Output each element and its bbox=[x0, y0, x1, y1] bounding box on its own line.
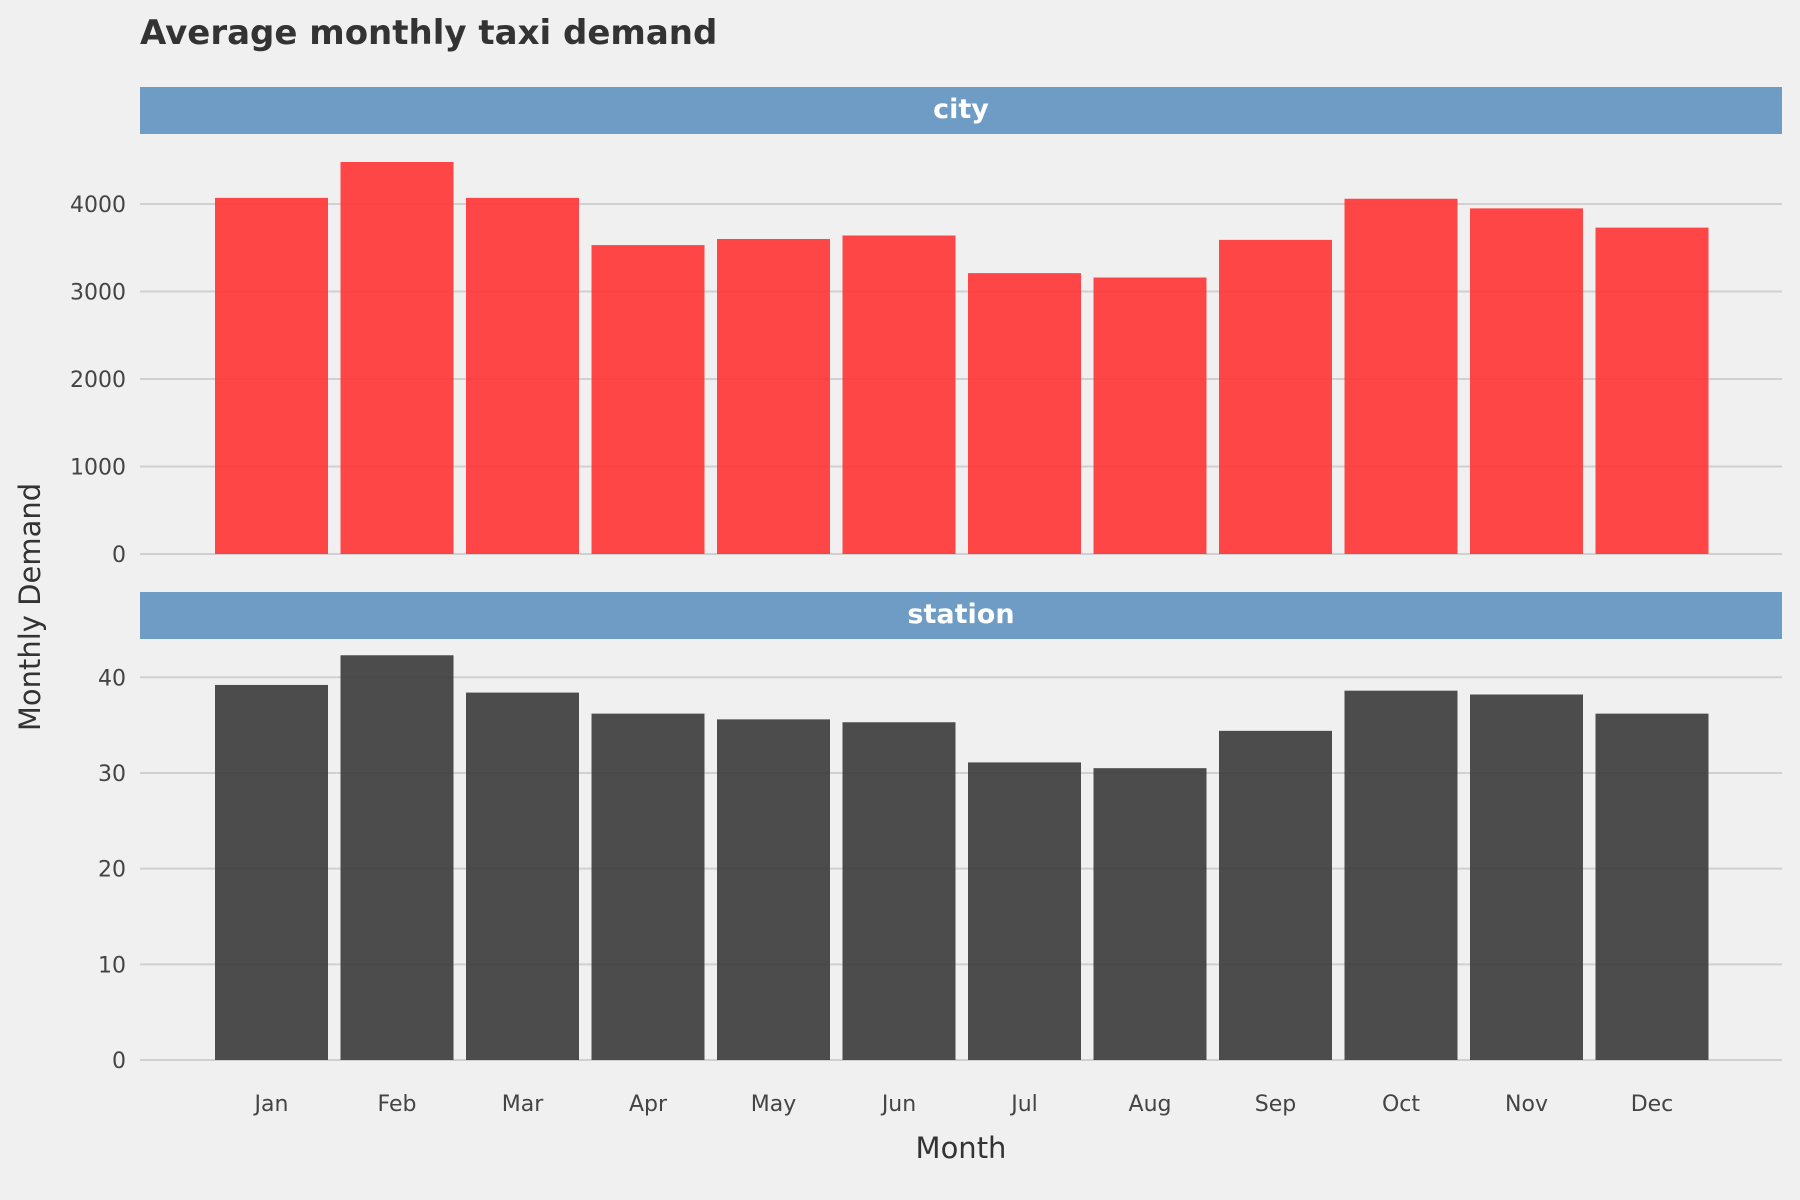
bar-station-nov bbox=[1470, 694, 1583, 1060]
x-axis-label: Month bbox=[916, 1131, 1007, 1165]
y-tick-label: 2000 bbox=[70, 368, 126, 393]
facet-strip-label: station bbox=[907, 599, 1014, 630]
bar-city-may bbox=[717, 239, 830, 554]
bar-station-aug bbox=[1093, 768, 1207, 1060]
x-tick-label: Mar bbox=[502, 1092, 544, 1117]
y-tick-label: 1000 bbox=[70, 456, 126, 481]
facet-strip bbox=[140, 592, 1782, 639]
bar-city-jul bbox=[968, 273, 1081, 554]
y-tick-label: 30 bbox=[98, 762, 126, 787]
y-tick-label: 0 bbox=[112, 543, 126, 568]
bar-city-dec bbox=[1595, 227, 1709, 554]
bar-city-sep bbox=[1219, 239, 1332, 554]
bar-station-dec bbox=[1595, 713, 1709, 1060]
x-tick-label: Jul bbox=[1009, 1092, 1038, 1117]
bar-station-mar bbox=[466, 692, 579, 1060]
y-tick-labels: 0 10 20 30 40 bbox=[98, 666, 126, 1074]
facet-strip-label: city bbox=[933, 94, 989, 125]
bar-station-apr bbox=[591, 713, 705, 1060]
facet-station: station 0 10 20 30 40 bbox=[98, 592, 1782, 1074]
y-tick-label: 20 bbox=[98, 858, 126, 883]
y-tick-label: 4000 bbox=[70, 193, 126, 218]
bar-city-aug bbox=[1093, 277, 1207, 554]
x-tick-label: Nov bbox=[1505, 1092, 1548, 1117]
y-tick-label: 40 bbox=[98, 666, 126, 691]
y-tick-label: 3000 bbox=[70, 281, 126, 306]
bar-city-oct bbox=[1344, 198, 1458, 554]
x-tick-label: Sep bbox=[1255, 1092, 1296, 1117]
bar-station-sep bbox=[1219, 730, 1332, 1060]
x-tick-label: Oct bbox=[1382, 1092, 1420, 1117]
bars bbox=[215, 162, 1709, 554]
facet-city: city 0 1000 2000 3000 4000 bbox=[70, 87, 1782, 568]
bar-city-jan bbox=[215, 197, 328, 554]
y-tick-label: 10 bbox=[98, 953, 126, 978]
x-tick-label: Jun bbox=[880, 1092, 916, 1117]
x-tick-label: Feb bbox=[378, 1092, 417, 1117]
x-tick-label: May bbox=[751, 1092, 796, 1117]
y-axis-label: Monthly Demand bbox=[13, 483, 47, 731]
x-tick-labels: Jan Feb Mar Apr May Jun Jul Aug Sep Oct Nov Dec bbox=[253, 1092, 1674, 1117]
bars bbox=[215, 655, 1709, 1060]
x-tick-label: Aug bbox=[1129, 1092, 1172, 1117]
bar-station-jan bbox=[215, 684, 328, 1060]
chart-title: Average monthly taxi demand bbox=[140, 13, 717, 53]
bar-station-oct bbox=[1344, 690, 1458, 1060]
facet-strip bbox=[140, 87, 1782, 134]
x-tick-label: Jan bbox=[253, 1092, 289, 1117]
bar-station-jul bbox=[968, 762, 1081, 1060]
bar-city-nov bbox=[1470, 208, 1583, 554]
bar-city-jun bbox=[842, 235, 956, 554]
bar-station-jun bbox=[842, 722, 956, 1060]
bar-station-may bbox=[717, 719, 830, 1060]
bar-station-feb bbox=[340, 655, 454, 1060]
bar-city-mar bbox=[466, 197, 579, 554]
y-tick-label: 0 bbox=[112, 1049, 126, 1074]
bar-city-feb bbox=[340, 162, 454, 554]
bar-city-apr bbox=[591, 245, 705, 554]
x-tick-label: Dec bbox=[1631, 1092, 1674, 1117]
x-tick-label: Apr bbox=[629, 1092, 668, 1117]
y-tick-labels: 0 1000 2000 3000 4000 bbox=[70, 193, 126, 568]
